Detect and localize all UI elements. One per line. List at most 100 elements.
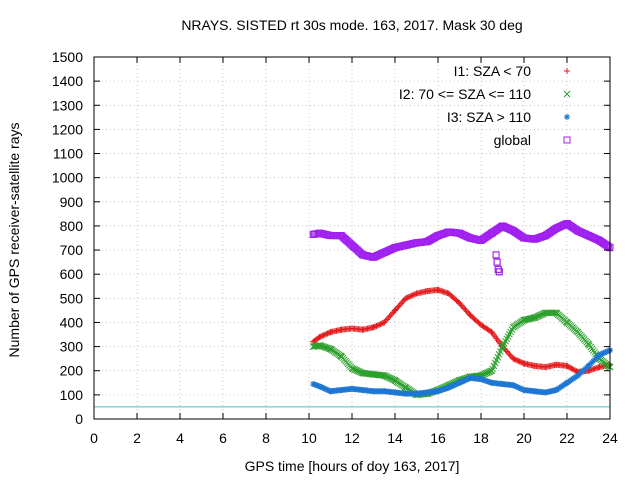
marker-stroke: [500, 381, 505, 387]
data-point: [327, 232, 334, 240]
marker-stroke: [348, 364, 356, 372]
marker-stroke: [382, 372, 389, 380]
data-point: [477, 236, 485, 244]
marker-stroke: [349, 386, 355, 392]
data-point: [381, 388, 388, 395]
data-point: [509, 227, 517, 235]
data-point: [574, 328, 582, 336]
data-point: [359, 387, 366, 394]
marker-stroke: [529, 314, 536, 322]
legend-label: I2: 70 <= SZA <= 110: [399, 86, 531, 102]
data-point: [494, 265, 502, 273]
data-point: [407, 293, 414, 300]
data-point: [395, 303, 402, 310]
data-point: [327, 345, 334, 353]
marker-stroke: [521, 387, 527, 393]
marker-stroke: [585, 340, 592, 348]
marker-stroke: [383, 373, 391, 381]
x-tick-label: 10: [301, 430, 317, 446]
data-point: [370, 370, 377, 378]
data-point: [570, 366, 577, 373]
y-tick-label: 1400: [52, 73, 83, 89]
data-point: [396, 302, 403, 309]
data-point: [370, 388, 377, 395]
data-point: [338, 387, 345, 394]
legend: I1: SZA < 70 I2: 70 <= SZA <= 110 I3: SZA …: [399, 63, 571, 148]
marker-stroke: [402, 384, 410, 391]
data-point: [463, 308, 470, 315]
data-point: [402, 295, 409, 302]
data-point: [516, 358, 523, 365]
y-tick-label: 700: [60, 242, 84, 258]
data-point: [585, 232, 592, 240]
marker-stroke: [355, 367, 362, 375]
data-point: [495, 268, 503, 276]
y-tick-label: 900: [60, 194, 84, 210]
data-point: [563, 319, 571, 326]
data-point: [349, 385, 355, 392]
data-point: [337, 352, 345, 360]
data-point: [531, 388, 538, 395]
data-point: [413, 290, 420, 297]
x-tick-label: 14: [387, 430, 403, 446]
marker-stroke: [386, 374, 393, 382]
marker-stroke: [392, 389, 398, 395]
data-point: [542, 232, 549, 240]
marker-stroke: [352, 366, 360, 374]
data-point: [392, 307, 398, 314]
marker-stroke: [510, 382, 516, 388]
marker-stroke: [309, 343, 317, 350]
marker-stroke: [360, 387, 366, 393]
data-point: [466, 234, 474, 242]
y-tick-label: 600: [60, 266, 84, 282]
data-point: [413, 239, 420, 247]
x-tick-label: 4: [176, 430, 184, 446]
marker-stroke: [552, 309, 560, 317]
data-point: [552, 224, 560, 232]
data-point: [510, 382, 517, 389]
marker-stroke: [316, 342, 324, 349]
x-tick-label: 16: [430, 430, 446, 446]
legend-marker: [563, 136, 571, 144]
data-point: [392, 389, 398, 396]
series-i1-sza-70: [310, 286, 613, 375]
data-point: [320, 332, 327, 339]
data-point: [359, 326, 366, 333]
marker-stroke: [457, 380, 462, 386]
data-point: [309, 343, 317, 350]
data-point: [380, 372, 388, 379]
data-point: [399, 299, 406, 306]
data-point: [574, 227, 582, 235]
series-global-dip: [492, 251, 503, 276]
marker-stroke: [359, 369, 367, 377]
data-point: [410, 291, 417, 298]
data-point: [520, 316, 528, 324]
legend-marker: [564, 68, 570, 74]
marker-stroke: [543, 389, 548, 395]
data-point: [478, 376, 484, 383]
data-point: [507, 352, 514, 359]
x-tick-label: 24: [602, 430, 618, 446]
data-point: [385, 315, 392, 322]
data-point: [462, 306, 469, 313]
data-point: [388, 310, 395, 317]
marker-stroke: [380, 372, 388, 379]
marker-stroke: [467, 375, 473, 381]
data-point: [324, 330, 331, 337]
data-point: [585, 362, 592, 369]
data-point: [512, 356, 519, 363]
marker-stroke: [381, 388, 387, 394]
data-point: [373, 322, 380, 329]
data-point: [514, 357, 521, 364]
data-point: [493, 258, 501, 266]
data-point: [323, 331, 330, 338]
marker-stroke: [324, 344, 331, 352]
data-point: [569, 366, 576, 373]
legend-label: I1: SZA < 70: [454, 63, 532, 79]
data-point: [531, 235, 539, 243]
data-point: [553, 387, 560, 394]
marker-stroke: [325, 345, 333, 352]
data-point: [509, 323, 517, 331]
data-point: [424, 389, 431, 396]
